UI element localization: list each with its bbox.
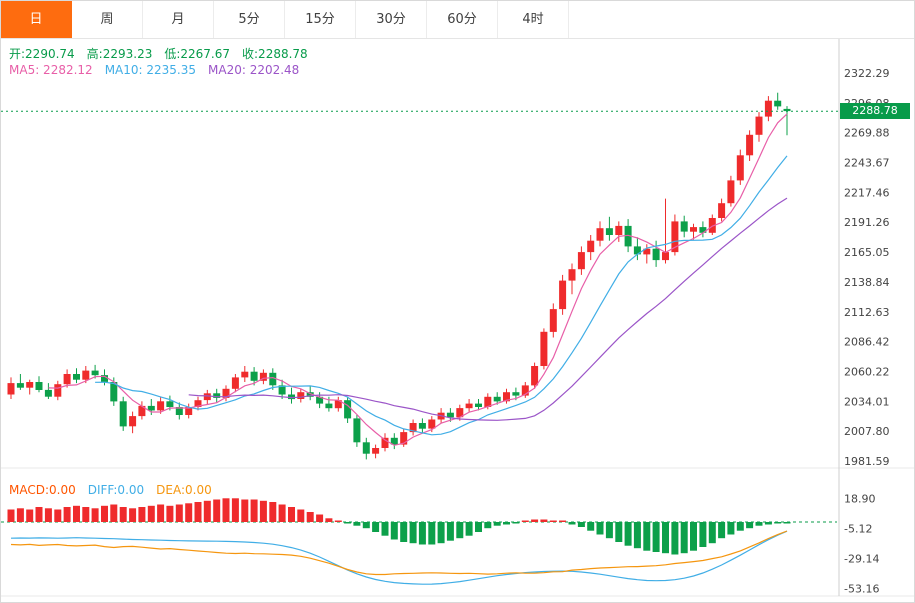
svg-text:2007.80: 2007.80 (844, 425, 890, 438)
svg-text:2138.84: 2138.84 (844, 276, 890, 289)
svg-text:-29.14: -29.14 (844, 552, 879, 565)
tab-week[interactable]: 周 (72, 1, 143, 38)
candles-layer (7, 92, 791, 460)
tab-4hour[interactable]: 4时 (498, 1, 569, 38)
svg-text:2086.42: 2086.42 (844, 336, 890, 349)
svg-text:2060.22: 2060.22 (844, 366, 890, 379)
interval-tabbar: 日周月 5分 15分 30分 60分 4时 (1, 1, 914, 39)
svg-text:2191.26: 2191.26 (844, 216, 890, 229)
svg-text:2112.63: 2112.63 (844, 306, 890, 319)
svg-text:-5.12: -5.12 (844, 522, 872, 535)
tab-15min[interactable]: 15分 (285, 1, 356, 38)
tab-30min[interactable]: 30分 (356, 1, 427, 38)
tab-month[interactable]: 月 (143, 1, 214, 38)
svg-text:-53.16: -53.16 (844, 582, 879, 595)
macd-histogram (7, 498, 791, 555)
svg-text:2269.88: 2269.88 (844, 127, 890, 140)
ma10-line (95, 155, 788, 436)
svg-text:2322.29: 2322.29 (844, 67, 890, 80)
ma5-line (48, 113, 788, 446)
tab-day[interactable]: 日 (1, 1, 72, 38)
chart-area: 2322.29 2296.08 2269.88 2243.67 2217.46 2191.… (1, 39, 914, 602)
ma20-line (188, 197, 788, 421)
panel-borders (1, 39, 914, 597)
svg-text:2165.05: 2165.05 (844, 246, 890, 259)
chart-canvas[interactable]: 2322.29 2296.08 2269.88 2243.67 2217.46 2191.… (1, 39, 915, 603)
svg-text:2296.08: 2296.08 (844, 97, 890, 110)
price-axis-ticks: 2322.29 2296.08 2269.88 2243.67 2217.46 2191.… (844, 67, 890, 468)
diff-line (10, 530, 788, 585)
svg-text:2243.67: 2243.67 (844, 157, 890, 170)
svg-text:2217.46: 2217.46 (844, 186, 890, 199)
svg-text:18.90: 18.90 (844, 492, 876, 505)
tab-60min[interactable]: 60分 (427, 1, 498, 38)
dea-line (10, 530, 788, 576)
macd-axis-ticks: 18.90 -5.12 -29.14 -53.16 (844, 492, 879, 595)
svg-text:2034.01: 2034.01 (844, 395, 890, 408)
tab-5min[interactable]: 5分 (214, 1, 285, 38)
svg-text:1981.59: 1981.59 (844, 455, 890, 468)
